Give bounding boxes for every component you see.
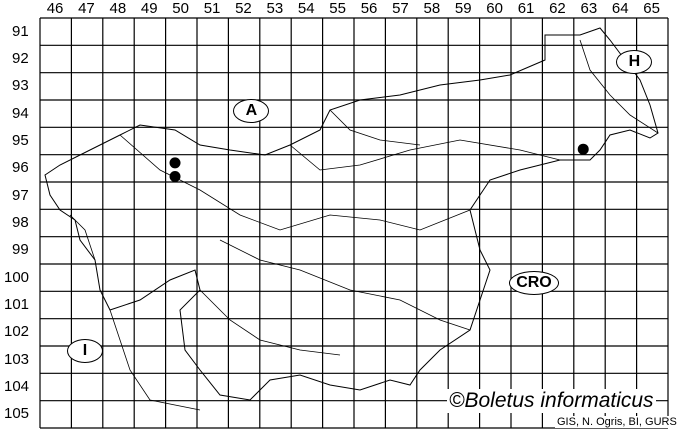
data-source: GIS, N. Ogris, BI, GURS bbox=[555, 416, 679, 428]
country-label: H bbox=[616, 49, 653, 74]
column-label: 61 bbox=[517, 0, 535, 17]
row-label: 91 bbox=[12, 22, 29, 40]
row-label: 101 bbox=[4, 296, 30, 313]
column-label: 59 bbox=[454, 0, 472, 17]
column-label: 55 bbox=[329, 0, 346, 17]
column-label: 49 bbox=[140, 0, 158, 17]
row-label: 94 bbox=[12, 104, 29, 122]
row-label: 98 bbox=[12, 214, 29, 231]
row-label: 105 bbox=[4, 405, 30, 423]
row-label: 100 bbox=[4, 268, 30, 286]
row-label: 96 bbox=[12, 159, 29, 177]
column-label: 65 bbox=[643, 0, 660, 17]
river bbox=[329, 109, 421, 146]
column-label: 57 bbox=[392, 0, 409, 17]
column-label: 56 bbox=[360, 0, 378, 17]
column-label: 47 bbox=[78, 0, 95, 17]
row-label: 103 bbox=[4, 350, 30, 368]
row-label: 104 bbox=[4, 378, 30, 395]
river bbox=[109, 309, 201, 411]
column-label: 54 bbox=[297, 0, 315, 17]
river bbox=[289, 139, 561, 171]
record-dot bbox=[169, 171, 181, 183]
row-label: 102 bbox=[4, 323, 30, 341]
copyright-credit: ©Boletus informaticus bbox=[447, 389, 656, 413]
record-dot bbox=[169, 157, 181, 169]
record-dot bbox=[577, 143, 589, 155]
row-label: 93 bbox=[12, 77, 29, 95]
row-label: 97 bbox=[12, 186, 29, 204]
column-label: 63 bbox=[580, 0, 598, 17]
row-label: 99 bbox=[12, 241, 29, 259]
column-label: 53 bbox=[266, 0, 284, 17]
column-label: 64 bbox=[611, 0, 629, 17]
country-label: I bbox=[66, 339, 103, 364]
river bbox=[69, 214, 96, 261]
river bbox=[219, 239, 471, 331]
river bbox=[199, 289, 341, 356]
column-label: 46 bbox=[46, 0, 64, 17]
column-label: 50 bbox=[172, 0, 189, 17]
country-label: A bbox=[233, 98, 270, 123]
column-label: 51 bbox=[203, 0, 221, 17]
column-label: 52 bbox=[235, 0, 252, 17]
river bbox=[579, 39, 659, 134]
column-label: 60 bbox=[486, 0, 503, 17]
country-border bbox=[44, 27, 659, 401]
row-label: 95 bbox=[12, 132, 29, 149]
column-label: 62 bbox=[549, 0, 566, 17]
column-label: 58 bbox=[423, 0, 441, 17]
row-label: 92 bbox=[12, 50, 29, 67]
country-label: CRO bbox=[508, 271, 559, 296]
column-label: 48 bbox=[109, 0, 127, 17]
